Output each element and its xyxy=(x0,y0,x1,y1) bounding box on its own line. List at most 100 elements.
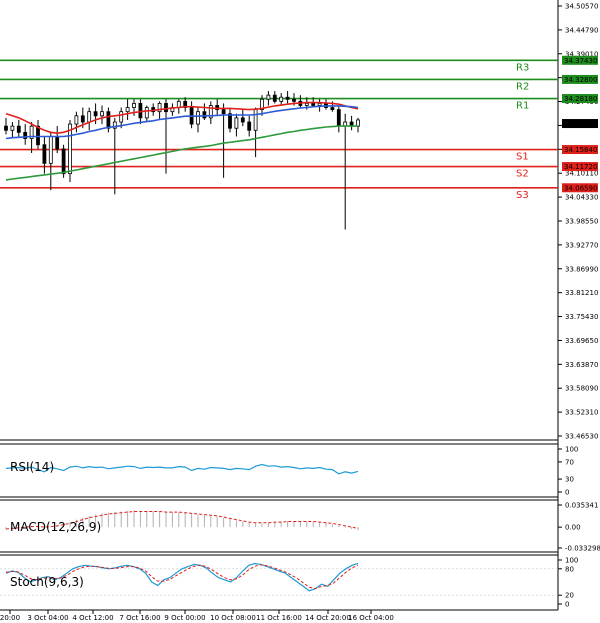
candle-body xyxy=(260,98,264,111)
candle-body xyxy=(10,125,15,131)
candle-body xyxy=(125,107,130,113)
candle-body xyxy=(4,125,8,131)
time-tick-label: 4 Oct 12:00 xyxy=(72,614,113,622)
level-price-tag-text: 34.28180 xyxy=(564,95,597,103)
stoch-tick-label: 20 xyxy=(565,592,574,600)
time-tick-label: 14 Oct 20:00 xyxy=(305,614,351,622)
candle-body xyxy=(80,115,85,123)
ma-line xyxy=(5,125,358,181)
stoch-tick-label: 0 xyxy=(565,601,569,609)
price-tick-label: 33.69650 xyxy=(565,337,598,345)
candle-body xyxy=(330,107,335,111)
level-label-r3: R3 xyxy=(516,62,529,73)
level-price-tag-text: 34.06590 xyxy=(564,184,597,192)
candle-body xyxy=(183,100,188,108)
level-price-tag-text: 34.11720 xyxy=(564,163,597,171)
candle-body xyxy=(247,121,252,131)
price-tick-label: 34.10110 xyxy=(565,170,598,178)
price-tick-label: 33.81210 xyxy=(565,289,598,297)
time-tick-label: 11 Oct 16:00 xyxy=(256,614,302,622)
macd-label: MACD(12,26,9) xyxy=(10,520,101,534)
level-label-r2: R2 xyxy=(516,81,529,92)
candle-body xyxy=(119,111,124,123)
candle-body xyxy=(196,111,200,125)
candle-body xyxy=(23,131,28,139)
price-tick-label: 34.04330 xyxy=(565,194,598,202)
candle-body xyxy=(292,98,296,102)
candle-body xyxy=(61,148,66,175)
price-panel xyxy=(0,0,558,440)
candle-body xyxy=(87,111,92,123)
candle-body xyxy=(221,109,226,115)
price-ticks: 34.5057034.4479034.3901034.3323034.27450… xyxy=(558,3,598,441)
candle-body xyxy=(356,119,360,127)
candle-body xyxy=(100,111,104,117)
candle-body xyxy=(74,115,79,125)
sr-levels: R3 R2 R1 S1 S2 S3 xyxy=(0,59,558,201)
price-tick-label: 33.63870 xyxy=(565,361,598,369)
time-tick-label: 9 Oct 00:00 xyxy=(164,614,205,622)
time-tick-label: 3 Oct 04:00 xyxy=(27,614,68,622)
candle-body xyxy=(234,117,239,129)
macd-signal-line xyxy=(5,511,359,530)
candle-body xyxy=(55,136,60,150)
price-tick-label: 33.75430 xyxy=(565,313,598,321)
candle-body xyxy=(138,103,143,119)
level-price-tag xyxy=(562,162,598,172)
candle-body xyxy=(253,109,258,131)
level-price-tag-text: 34.32800 xyxy=(564,76,597,84)
candle-body xyxy=(336,109,341,127)
price-tags: 34.37430 34.32800 34.28180 34.15840 34.11720… xyxy=(562,55,598,193)
candle-body xyxy=(157,103,162,113)
candle-body xyxy=(272,94,277,102)
rsi-tick-label: 30 xyxy=(565,476,574,484)
level-price-tag xyxy=(562,94,598,104)
candle-body xyxy=(164,103,168,113)
candle-body xyxy=(266,94,271,100)
candle-body xyxy=(208,105,213,119)
candle-body xyxy=(240,117,245,123)
price-tick-label: 33.58090 xyxy=(565,385,598,393)
level-price-tag xyxy=(562,183,598,193)
candle-body xyxy=(279,96,284,102)
price-tick-label: 33.86990 xyxy=(565,265,598,273)
candles xyxy=(4,91,360,230)
candle-body xyxy=(93,111,98,117)
macd-tick-label: 0.00 xyxy=(565,524,581,532)
candle-body xyxy=(106,111,111,129)
level-price-tag xyxy=(562,74,598,84)
time-tick-label: 20:00 xyxy=(0,614,20,622)
price-tick-label: 33.46530 xyxy=(565,433,598,441)
level-price-tag xyxy=(562,55,598,65)
price-tick-label: 33.52310 xyxy=(565,409,598,417)
level-price-tag-text: 34.15840 xyxy=(564,146,597,154)
stoch-tick-label: 80 xyxy=(565,565,574,573)
candle-body xyxy=(16,125,21,133)
candle-body xyxy=(42,144,47,164)
level-label-s1: S1 xyxy=(516,152,529,163)
level-label-s3: S3 xyxy=(516,190,529,201)
stoch-d-line xyxy=(5,564,359,590)
candle-body xyxy=(228,113,232,129)
time-tick-label: 7 Oct 16:00 xyxy=(119,614,160,622)
candle-body xyxy=(48,136,53,164)
level-price-tag xyxy=(562,145,598,155)
stoch-tick-label: 100 xyxy=(565,557,578,565)
price-tick-label: 33.98550 xyxy=(565,218,598,226)
level-label-s2: S2 xyxy=(516,169,529,180)
macd-panel: 0.035341 0.00 -0.033298 xyxy=(5,502,600,553)
rsi-tick-label: 100 xyxy=(565,446,578,454)
candle-body xyxy=(36,125,40,146)
candle-body xyxy=(68,123,72,175)
time-tick-label: 10 Oct 08:00 xyxy=(210,614,256,622)
price-tick-label: 33.92770 xyxy=(565,241,598,249)
candle-body xyxy=(311,103,316,106)
price-tick-label: 34.50570 xyxy=(565,3,598,11)
current-price-tag xyxy=(562,119,598,129)
rsi-line xyxy=(5,463,359,475)
price-tick-label: 34.39010 xyxy=(565,50,598,58)
candle-body xyxy=(317,103,322,106)
candle-body xyxy=(112,121,117,129)
